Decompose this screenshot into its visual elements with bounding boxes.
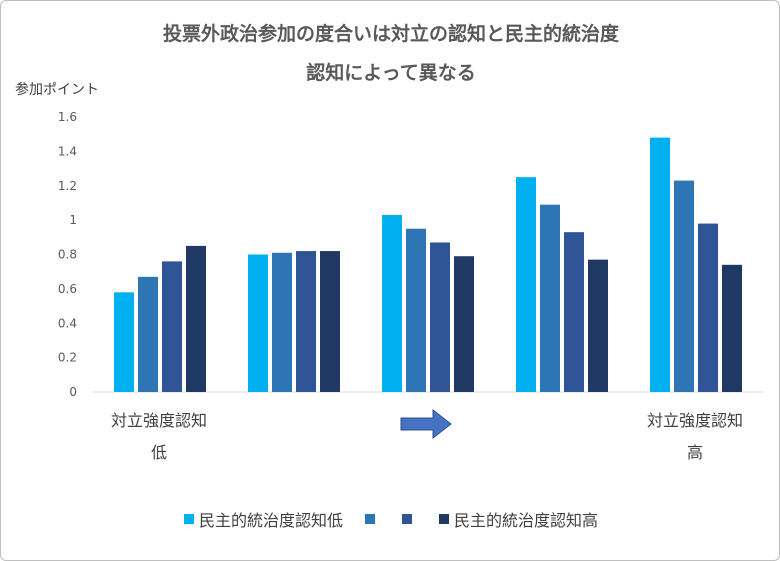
bar-g3-s3 xyxy=(430,242,450,392)
bar-g4-s4 xyxy=(588,259,608,392)
chart-title-line2: 認知によって異なる xyxy=(306,62,476,84)
legend-swatch-0 xyxy=(183,514,194,524)
y-tick-label: 0.6 xyxy=(58,282,77,296)
legend-item-1 xyxy=(365,507,380,531)
y-tick-label: 0 xyxy=(69,385,77,399)
x-label-low: 対立強度認知 低 xyxy=(89,405,229,469)
legend-swatch-3 xyxy=(439,514,449,524)
bar-g1-s4 xyxy=(186,245,206,392)
legend-item-0: 民主的統治度認知低 xyxy=(183,507,343,531)
y-tick-label: 0.2 xyxy=(58,351,77,365)
bar-g5-s3 xyxy=(698,223,718,392)
bar-g4-s3 xyxy=(564,232,584,392)
bar-g1-s3 xyxy=(162,261,182,392)
x-label-high: 対立強度認知 高 xyxy=(625,405,765,469)
legend-swatch-1 xyxy=(365,514,375,524)
bar-g4-s1 xyxy=(516,177,536,392)
bar-g3-s2 xyxy=(406,228,426,392)
right-arrow-icon xyxy=(400,408,452,440)
bar-g4-s2 xyxy=(540,204,560,392)
x-label-high-line1: 対立強度認知 xyxy=(646,411,743,430)
bar-g5-s4 xyxy=(722,264,742,392)
legend-label-3: 民主的統治度認知高 xyxy=(454,511,599,530)
legend-item-3: 民主的統治度認知高 xyxy=(439,507,598,531)
legend: 民主的統治度認知低 民主的統治度認知高 xyxy=(1,507,779,531)
y-tick-label: 1.4 xyxy=(58,144,77,158)
chart-title-line1: 投票外政治参加の度合いは対立の認知と民主的統治度 xyxy=(162,23,619,45)
bar-g2-s2 xyxy=(272,252,292,392)
y-tick-label: 0.8 xyxy=(58,248,77,262)
legend-swatch-2 xyxy=(402,514,412,524)
y-axis-label: 参加ポイント xyxy=(15,82,99,98)
y-tick-label: 0.4 xyxy=(58,316,77,330)
y-tick-label: 1 xyxy=(69,213,77,227)
legend-item-2 xyxy=(402,507,417,531)
x-label-low-line2: 低 xyxy=(150,443,167,462)
bar-g2-s3 xyxy=(296,251,316,392)
bar-g5-s1 xyxy=(650,137,670,392)
y-tick-label: 1.6 xyxy=(58,110,77,124)
x-label-high-line2: 高 xyxy=(686,443,703,462)
bar-g2-s4 xyxy=(320,251,340,392)
bar-g1-s1 xyxy=(114,292,134,392)
bar-g1-s2 xyxy=(138,276,158,392)
legend-label-0: 民主的統治度認知低 xyxy=(198,511,343,530)
bar-g5-s2 xyxy=(674,180,694,392)
y-tick-label: 1.2 xyxy=(58,179,77,193)
bar-g3-s4 xyxy=(454,256,474,392)
bar-g2-s1 xyxy=(248,254,268,392)
x-label-low-line1: 対立強度認知 xyxy=(110,411,207,430)
bar-g3-s1 xyxy=(382,214,402,392)
